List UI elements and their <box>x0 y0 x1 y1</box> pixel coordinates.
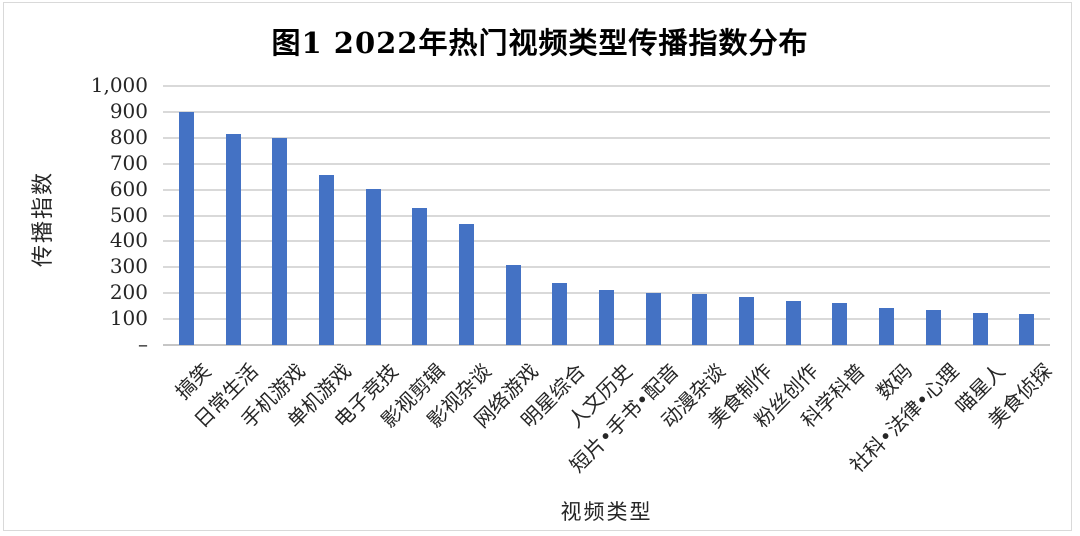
gridline <box>163 110 1050 113</box>
bar-slot <box>910 86 957 345</box>
y-tick-label: 800 <box>109 124 148 149</box>
plot-area <box>163 85 1050 346</box>
y-tick-label: 200 <box>109 280 148 305</box>
bar <box>1019 313 1035 345</box>
bar <box>272 137 288 345</box>
y-tick-label: 700 <box>109 150 148 175</box>
bar <box>365 188 381 345</box>
bar <box>225 134 241 345</box>
bar-slot <box>1003 86 1050 345</box>
bar-slot <box>537 86 584 345</box>
bar <box>505 264 521 345</box>
bar-slot <box>630 86 677 345</box>
bar <box>645 292 661 345</box>
bar <box>412 208 428 345</box>
bar <box>785 300 801 345</box>
chart-title: 图1 2022年热门视频类型传播指数分布 <box>271 26 809 60</box>
bar-slot <box>957 86 1004 345</box>
bar <box>972 313 988 345</box>
x-label-slot: 社科•法律•心理 <box>845 346 964 496</box>
x-label-slot: 科学科普 <box>796 346 870 496</box>
bar <box>318 175 334 345</box>
bar <box>178 111 194 345</box>
gridline <box>163 162 1050 165</box>
bar <box>692 293 708 345</box>
gridline <box>163 214 1050 217</box>
bar-slot <box>817 86 864 345</box>
bar-slot <box>443 86 490 345</box>
y-tick-label: 500 <box>109 202 148 227</box>
bar-slot <box>303 86 350 345</box>
bar-slot <box>583 86 630 345</box>
bar-slot <box>256 86 303 345</box>
bar-slot <box>350 86 397 345</box>
bar-slot <box>863 86 910 345</box>
bar-slot <box>163 86 210 345</box>
bar-slot <box>396 86 443 345</box>
gridline <box>163 240 1050 243</box>
gridline <box>163 85 1050 87</box>
bar-slot <box>677 86 724 345</box>
bar <box>739 296 755 345</box>
bar <box>552 283 568 345</box>
x-axis-line <box>163 344 1050 346</box>
y-axis-tick-labels: 1,000 900 800 700 600 500 400 300 200 100– <box>0 73 148 356</box>
y-tick-label: 300 <box>109 254 148 279</box>
x-axis-title: 视频类型 <box>560 500 653 524</box>
y-tick-label: – <box>138 332 148 357</box>
bar-slot <box>723 86 770 345</box>
x-axis-category-labels: 搞笑 日常生活 手机游戏 单机游戏 电子竞技 影视剪辑 影视杂谈 网络游戏 明星综合 人文历史 短片… <box>163 346 1057 496</box>
bar <box>458 223 474 345</box>
bar-slot <box>490 86 537 345</box>
bar-slot <box>210 86 257 345</box>
bar <box>599 290 615 345</box>
bar <box>925 310 941 345</box>
y-tick-label: 100 <box>109 306 148 331</box>
x-label-slot: 美食侦探 <box>983 346 1057 496</box>
y-tick-label: 900 <box>109 98 148 123</box>
bar <box>879 307 895 345</box>
y-tick-label: 600 <box>109 176 148 201</box>
gridline <box>163 136 1050 139</box>
gridline <box>163 266 1050 269</box>
bar-series <box>163 86 1050 345</box>
bar-slot <box>770 86 817 345</box>
y-tick-label: 1,000 <box>90 73 148 98</box>
gridline <box>163 188 1050 191</box>
bar <box>832 302 848 345</box>
y-tick-label: 400 <box>109 228 148 253</box>
